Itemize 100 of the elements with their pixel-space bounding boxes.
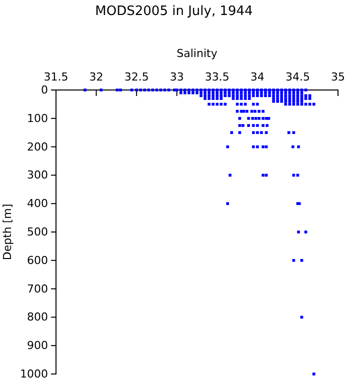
point [179,91,182,94]
point [304,97,308,100]
point [232,97,235,100]
point [173,88,176,92]
point [292,88,296,92]
point [216,97,219,100]
y-tick-label: 600 [27,254,48,267]
y-tick-label: 400 [27,197,48,210]
point [262,116,264,120]
point [288,94,292,98]
point [256,131,259,134]
y-tick-label: 100 [27,112,48,125]
point [224,91,227,94]
point [208,88,210,92]
point [252,94,255,98]
point [204,94,206,98]
point [284,91,288,94]
point [224,88,227,92]
point [272,94,275,98]
point [212,102,215,106]
y-axis-title: Depth [m] [1,204,14,260]
point [262,174,264,177]
x-tick-label: 34 [250,70,264,84]
point [236,97,239,100]
point [256,145,259,148]
point [276,91,279,94]
point [272,88,275,92]
point [292,131,296,134]
point [159,88,162,92]
point [208,102,210,106]
point [216,102,219,106]
point [240,97,243,100]
point [232,88,235,92]
point [276,94,279,98]
point [175,88,178,92]
point [220,88,223,92]
point [266,124,269,127]
x-tick-label: 31.5 [44,70,68,84]
y-tick-label: 1000 [20,368,48,381]
point [200,91,202,94]
point [256,88,259,92]
point [212,91,215,94]
point [284,94,288,98]
point [244,102,247,106]
point [254,110,256,113]
point [267,116,270,120]
point [84,88,86,92]
y-tick-label: 800 [27,310,48,324]
point [200,88,202,92]
point [296,100,300,103]
point [272,91,275,94]
point [280,91,284,94]
point [167,88,170,92]
point [238,116,242,120]
x-tick-label: 33 [170,70,184,84]
point [192,88,194,92]
point [155,88,158,92]
x-tick-label: 33.5 [204,70,230,84]
point [284,100,288,103]
point [288,97,292,100]
y-tick-label: 500 [27,226,48,239]
point [196,88,198,92]
point [248,88,251,92]
point [139,88,142,92]
point [192,91,194,94]
point [268,94,271,98]
point [238,124,242,127]
point [288,88,292,92]
y-tick-label: 300 [27,168,48,182]
point [247,116,250,120]
point [288,100,292,103]
point [240,88,243,92]
point [228,88,231,92]
point [116,88,119,92]
point [240,91,243,94]
point [252,102,255,106]
point [244,88,247,92]
point [260,88,263,92]
point [204,88,206,92]
point [204,97,206,100]
point [244,94,247,98]
point [179,88,182,92]
point [304,230,308,234]
x-tick-label: 32.5 [124,70,149,84]
point [260,91,263,94]
point [284,97,288,100]
point [163,88,166,92]
point [272,100,275,103]
point [130,88,134,92]
point [244,97,247,100]
point [297,145,300,148]
point [288,102,292,106]
point [236,88,239,92]
point [188,88,190,92]
y-tick-label: 0 [41,84,48,97]
point [226,145,230,148]
point [280,100,284,103]
point [268,88,271,92]
point [272,97,275,100]
point [284,102,288,106]
